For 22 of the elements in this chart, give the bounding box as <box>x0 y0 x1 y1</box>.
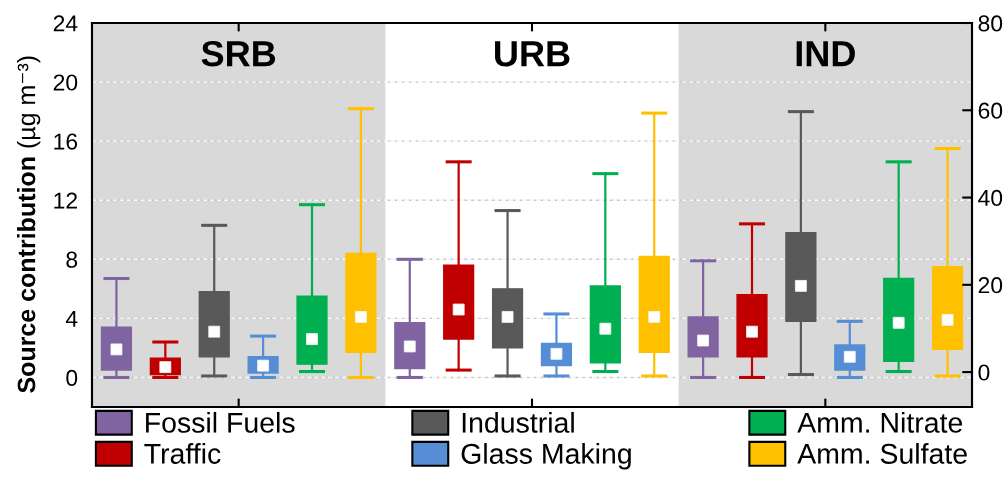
y-tick-label: 16 <box>54 133 78 150</box>
legend-label: Glass Making <box>461 442 631 470</box>
y-tick-label: 0 <box>66 369 78 386</box>
y2-tick-label: 60 <box>978 102 1003 119</box>
legend-label: Amm. Nitrate <box>797 411 963 433</box>
y2-tick-label: 80 <box>978 15 1003 32</box>
x-tick-label: SRB <box>201 40 276 67</box>
y2-tick-label: 0 <box>978 364 990 381</box>
x-tick-label: IND <box>796 41 855 67</box>
y-tick-label: 8 <box>66 251 78 268</box>
legend-label: Industrial <box>462 411 574 433</box>
y-tick-label: 20 <box>53 74 78 91</box>
x-tick-label: URB <box>495 41 570 67</box>
legend-label: Traffic <box>144 442 221 464</box>
y-axis-title: Source contribution (µg m⁻³) <box>16 56 41 393</box>
y-tick-label: 24 <box>53 15 78 32</box>
legend-label: Amm. Sulfate <box>797 442 967 464</box>
y-tick-label: 12 <box>54 192 77 209</box>
legend-label: Fossil Fuels <box>146 411 295 433</box>
y2-tick-label: 40 <box>978 189 1003 207</box>
y2-tick-label: 20 <box>978 277 1003 294</box>
y-tick-label: 4 <box>65 310 78 327</box>
